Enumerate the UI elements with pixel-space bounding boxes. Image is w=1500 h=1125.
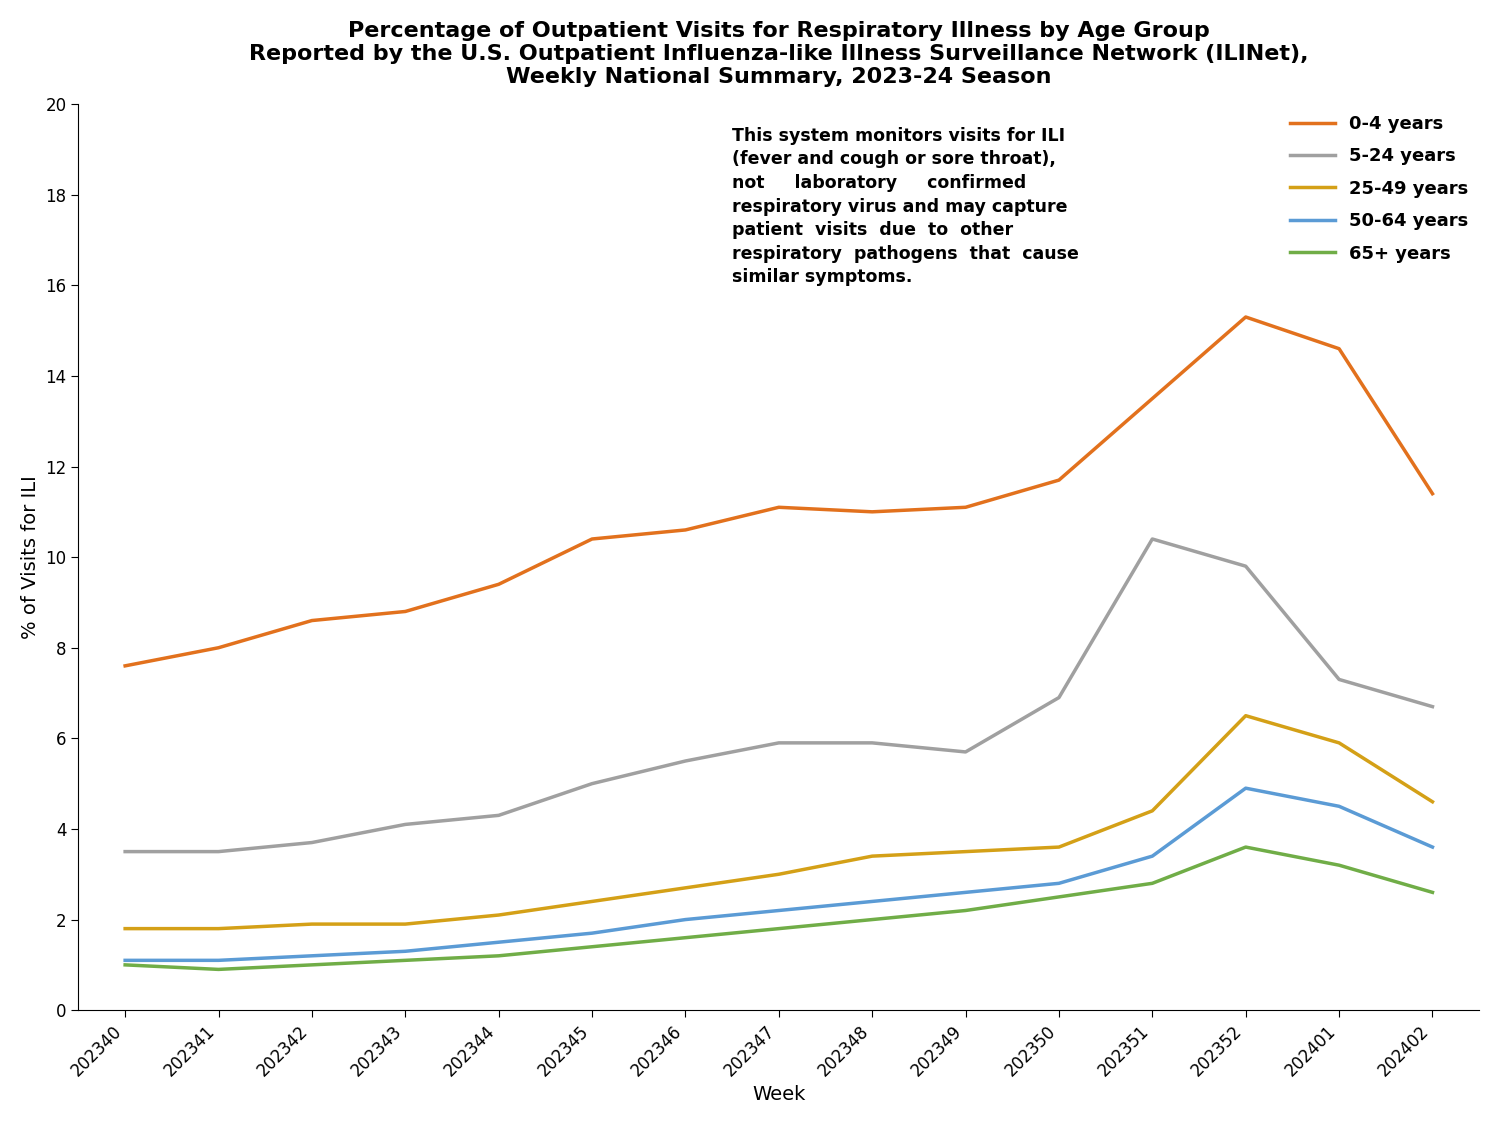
- 25-49 years: [303, 917, 321, 930]
- 0-4 years: [770, 501, 788, 514]
- 50-64 years: [584, 926, 602, 939]
- 0-4 years: [957, 501, 975, 514]
- 5-24 years: [116, 845, 134, 858]
- 50-64 years: [1050, 876, 1068, 890]
- Legend: 0-4 years, 5-24 years, 25-49 years, 50-64 years, 65+ years: 0-4 years, 5-24 years, 25-49 years, 50-6…: [1282, 108, 1476, 270]
- Line: 0-4 years: 0-4 years: [124, 317, 1432, 666]
- 65+ years: [489, 950, 507, 963]
- 5-24 years: [489, 809, 507, 822]
- 5-24 years: [1330, 673, 1348, 686]
- 0-4 years: [1236, 310, 1254, 324]
- 25-49 years: [396, 917, 414, 930]
- Y-axis label: % of Visits for ILI: % of Visits for ILI: [21, 475, 40, 639]
- 50-64 years: [1424, 840, 1442, 854]
- Line: 50-64 years: 50-64 years: [124, 789, 1432, 961]
- 25-49 years: [116, 921, 134, 935]
- 5-24 years: [584, 777, 602, 791]
- Title: Percentage of Outpatient Visits for Respiratory Illness by Age Group
Reported by: Percentage of Outpatient Visits for Resp…: [249, 21, 1308, 88]
- Line: 65+ years: 65+ years: [124, 847, 1432, 970]
- 65+ years: [957, 903, 975, 917]
- 65+ years: [1143, 876, 1161, 890]
- 50-64 years: [1143, 849, 1161, 863]
- 50-64 years: [116, 954, 134, 968]
- 25-49 years: [489, 908, 507, 921]
- 65+ years: [396, 954, 414, 968]
- 0-4 years: [489, 577, 507, 591]
- 5-24 years: [957, 745, 975, 758]
- Line: 25-49 years: 25-49 years: [124, 716, 1432, 928]
- 0-4 years: [1424, 487, 1442, 501]
- X-axis label: Week: Week: [752, 1086, 806, 1104]
- 65+ years: [1050, 890, 1068, 903]
- 25-49 years: [676, 881, 694, 894]
- 5-24 years: [1143, 532, 1161, 546]
- 50-64 years: [1236, 782, 1254, 795]
- 65+ years: [116, 958, 134, 972]
- 65+ years: [1424, 885, 1442, 899]
- 65+ years: [770, 921, 788, 935]
- 65+ years: [862, 912, 880, 926]
- 25-49 years: [957, 845, 975, 858]
- 5-24 years: [396, 818, 414, 831]
- 0-4 years: [1330, 342, 1348, 356]
- 50-64 years: [770, 903, 788, 917]
- 25-49 years: [862, 849, 880, 863]
- 5-24 years: [1424, 700, 1442, 713]
- 50-64 years: [1330, 800, 1348, 813]
- 50-64 years: [957, 885, 975, 899]
- 25-49 years: [584, 894, 602, 908]
- 50-64 years: [862, 894, 880, 908]
- 50-64 years: [210, 954, 228, 968]
- Line: 5-24 years: 5-24 years: [124, 539, 1432, 852]
- Text: This system monitors visits for ILI
(fever and cough or sore throat),
not     la: This system monitors visits for ILI (fev…: [732, 127, 1078, 287]
- 0-4 years: [116, 659, 134, 673]
- 0-4 years: [1143, 392, 1161, 405]
- 5-24 years: [210, 845, 228, 858]
- 5-24 years: [303, 836, 321, 849]
- 0-4 years: [676, 523, 694, 537]
- 0-4 years: [303, 614, 321, 628]
- 65+ years: [210, 963, 228, 976]
- 0-4 years: [584, 532, 602, 546]
- 25-49 years: [1143, 804, 1161, 818]
- 65+ years: [1330, 858, 1348, 872]
- 65+ years: [584, 940, 602, 954]
- 0-4 years: [396, 605, 414, 619]
- 5-24 years: [770, 736, 788, 749]
- 0-4 years: [210, 641, 228, 655]
- 50-64 years: [303, 950, 321, 963]
- 65+ years: [676, 932, 694, 945]
- 5-24 years: [676, 754, 694, 767]
- 5-24 years: [1236, 559, 1254, 573]
- 50-64 years: [396, 945, 414, 958]
- 25-49 years: [1050, 840, 1068, 854]
- 25-49 years: [770, 867, 788, 881]
- 65+ years: [303, 958, 321, 972]
- 25-49 years: [210, 921, 228, 935]
- 50-64 years: [489, 936, 507, 950]
- 25-49 years: [1330, 736, 1348, 749]
- 5-24 years: [862, 736, 880, 749]
- 65+ years: [1236, 840, 1254, 854]
- 0-4 years: [862, 505, 880, 519]
- 25-49 years: [1424, 795, 1442, 809]
- 50-64 years: [676, 912, 694, 926]
- 5-24 years: [1050, 691, 1068, 704]
- 0-4 years: [1050, 474, 1068, 487]
- 25-49 years: [1236, 709, 1254, 722]
